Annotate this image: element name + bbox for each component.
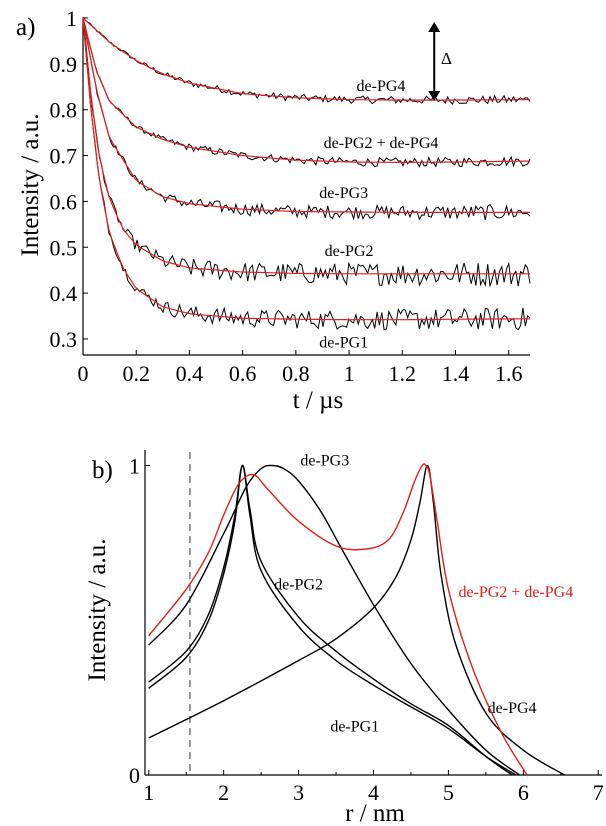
panel-a-fit [82, 17, 530, 275]
panel-b-x-axis-label: r / nm [345, 800, 405, 826]
panel-b-y-tick-label: 0 [129, 763, 140, 788]
panel-a-x-tick-label: 0.2 [122, 361, 150, 386]
panel-b-x-tick-label: 4 [368, 780, 379, 805]
panel-a-y-tick-label: 0.5 [50, 235, 78, 260]
panel-a-trace [82, 17, 531, 106]
panel-a-curve-label: de-PG1 [319, 335, 368, 352]
panel-b-label: b) [92, 457, 113, 484]
panel-a-y-tick-label: 0.3 [50, 327, 78, 352]
panel-a-x-tick-label: 0 [78, 361, 89, 386]
delta-annotation: Δ [441, 49, 452, 68]
panel-b-curve [148, 464, 517, 776]
panel-a-curve-label: de-PG2 + de-PG4 [324, 135, 439, 152]
panel-a-fit [82, 17, 530, 101]
panel-b-curve-label: de-PG3 [300, 452, 349, 469]
panel-b-curve [148, 464, 565, 776]
panel-a-x-tick-label: 0.8 [282, 361, 310, 386]
panel-b-curve [148, 463, 528, 776]
panel-a-curve-label: de-PG3 [319, 185, 368, 202]
panel-b: b) Intensity / a.u. r / nm 011 2 3 4 5 6 7de-P… [84, 450, 604, 826]
panel-b-x-tick-label: 1 [143, 780, 154, 805]
panel-a-y-tick-label: 0.4 [50, 281, 78, 306]
panel-a-x-tick-label: 0.4 [176, 361, 204, 386]
delta-arrow-head-down [428, 91, 441, 101]
panel-a-x-tick-label: 1.4 [442, 361, 470, 386]
panel-b-curve [148, 464, 521, 776]
delta-arrow-head-up [428, 22, 441, 32]
panel-b-x-tick-label: 2 [218, 780, 229, 805]
panel-b-curve [148, 464, 513, 776]
panel-b-x-tick-label: 7 [593, 780, 604, 805]
panel-a-y-tick-label: 0.7 [50, 144, 78, 169]
panel-a-x-tick-label: 1 [344, 361, 355, 386]
panel-a-curve-label: de-PG4 [357, 78, 406, 95]
panel-a-y-tick-label: 0.9 [50, 52, 78, 77]
panel-a-label: a) [16, 14, 35, 41]
panel-a-x-tick-label: 0.6 [229, 361, 257, 386]
panel-a-x-tick-label: 1.2 [389, 361, 417, 386]
panel-a-fit [82, 17, 530, 321]
panel-b-curve-label: de-PG2 + de-PG4 [458, 584, 573, 601]
panel-b-curve-label: de-PG1 [330, 719, 379, 736]
panel-b-y-tick-label: 1 [129, 453, 140, 478]
panel-a-curve-label: de-PG2 [325, 243, 374, 260]
panel-a-fit [82, 17, 530, 163]
panel-b-x-tick-label: 3 [293, 780, 304, 805]
panel-a-trace [82, 19, 531, 288]
panel-a-fit [82, 17, 530, 213]
panel-b-x-tick-label: 6 [518, 780, 529, 805]
panel-a-y-tick-label: 0.6 [50, 189, 78, 214]
panel-b-y-axis-label: Intensity / a.u. [84, 538, 111, 681]
panel-a-y-tick-label: 1 [66, 6, 77, 31]
panel-a-y-tick-label: 0.8 [50, 98, 78, 123]
panel-b-x-tick-label: 5 [443, 780, 454, 805]
panel-b-curve-label: de-PG4 [488, 700, 537, 717]
panel-a-x-tick-label: 1.6 [495, 361, 523, 386]
panel-a-trace [82, 18, 531, 168]
panel-a-x-axis-label: t / µs [293, 387, 344, 414]
panel-b-curve-label: de-PG2 [274, 576, 323, 593]
panel-a-trace [82, 20, 531, 331]
panel-a-y-axis-label: Intensity / a.u. [17, 113, 44, 256]
panel-a: a) Intensity / a.u. t / µs Δ 0.3 0.4 0.5 0.… [16, 6, 531, 414]
